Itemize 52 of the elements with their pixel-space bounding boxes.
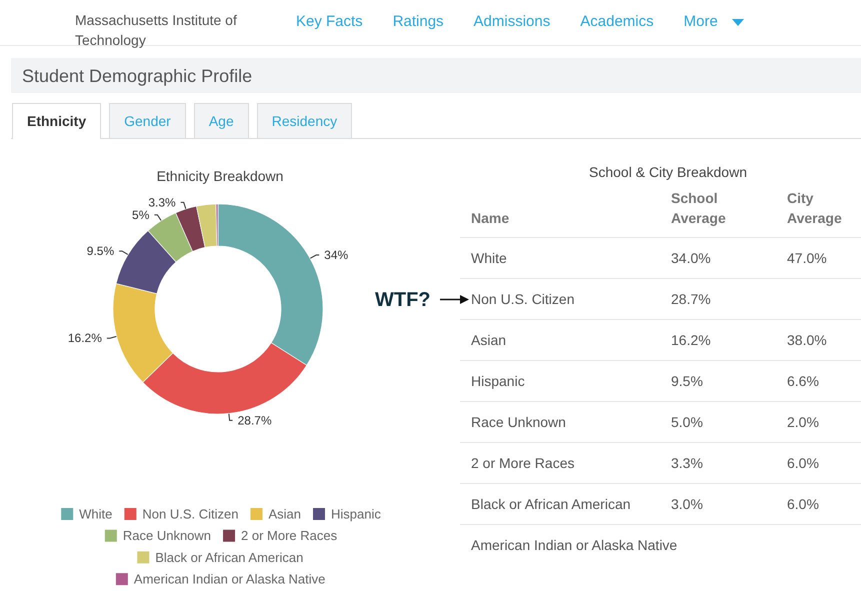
legend-label: Non U.S. Citizen bbox=[142, 506, 238, 522]
text: Admissions bbox=[474, 12, 550, 32]
text: Name bbox=[470, 209, 510, 228]
legend-label: American Indian or Alaska Native bbox=[134, 572, 326, 587]
data-label: 28.7% bbox=[238, 413, 272, 428]
legend-label: 2 or More Races bbox=[241, 528, 338, 544]
legend-label: Asian bbox=[268, 506, 302, 522]
data-label: 5% bbox=[132, 208, 150, 222]
text: Key Facts bbox=[296, 12, 363, 32]
category-label: American Indian or Alaska Native bbox=[470, 536, 678, 555]
data-label: 34.0% bbox=[660, 238, 776, 278]
text: School Average bbox=[670, 189, 727, 228]
category-label: Race Unknown bbox=[460, 402, 660, 442]
data-label: 3.0% bbox=[660, 484, 776, 524]
category-label: 2 or More Races bbox=[460, 442, 660, 484]
category-label: Non U.S. Citizen bbox=[460, 278, 660, 320]
text: More bbox=[684, 12, 718, 32]
legend-label: Race Unknown bbox=[122, 528, 212, 544]
data-label: 6.0% bbox=[776, 484, 861, 524]
category-label: Hispanic bbox=[460, 360, 660, 402]
text: Ratings bbox=[392, 12, 444, 32]
chart-title: Ethnicity Breakdown bbox=[156, 168, 284, 184]
data-label: 9.5% bbox=[86, 244, 114, 258]
data-label: 6.0% bbox=[776, 442, 861, 484]
data-label: 3.3% bbox=[660, 442, 776, 484]
text: Academics bbox=[580, 12, 654, 32]
data-label: 16.2% bbox=[68, 331, 102, 346]
data-label: 47.0% bbox=[776, 238, 861, 278]
data-label: 38.0% bbox=[776, 320, 861, 360]
text: City Average bbox=[786, 189, 843, 228]
legend-label: Black or African American bbox=[155, 550, 304, 565]
text: Gender bbox=[109, 103, 186, 138]
data-label: 16.2% bbox=[660, 320, 776, 360]
data-label: 9.5% bbox=[660, 360, 776, 402]
text: Student Demographic Profile bbox=[22, 65, 252, 87]
text: Ethnicity bbox=[12, 103, 102, 139]
text: Age bbox=[194, 103, 249, 138]
category-label: Black or African American bbox=[460, 484, 660, 524]
data-label: 3.3% bbox=[148, 195, 176, 210]
text: School & City Breakdown bbox=[588, 163, 748, 181]
category-label: White bbox=[460, 238, 660, 278]
data-label: 5.0% bbox=[660, 402, 776, 442]
text: Massachusetts Institute of Technology bbox=[75, 11, 238, 50]
legend-label: Hispanic bbox=[330, 506, 382, 522]
text: Residency bbox=[256, 103, 352, 138]
category-label: Asian bbox=[460, 320, 660, 360]
text: WTF? bbox=[375, 288, 431, 310]
data-label: 34% bbox=[324, 248, 348, 262]
data-label: 28.7% bbox=[660, 278, 776, 320]
data-label: 2.0% bbox=[776, 402, 861, 442]
data-label: 6.6% bbox=[776, 360, 861, 402]
legend-label: White bbox=[79, 506, 112, 522]
